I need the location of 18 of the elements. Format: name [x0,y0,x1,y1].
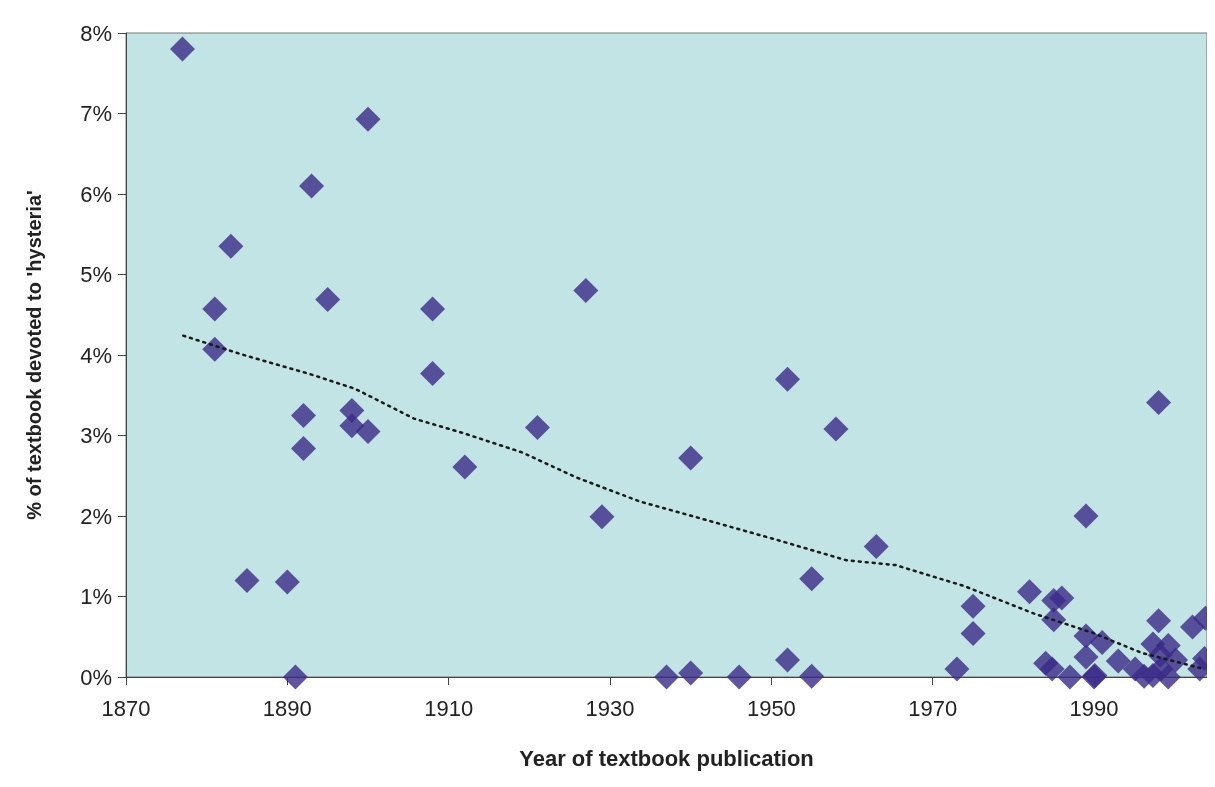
y-tick-label: 4% [80,342,112,368]
y-tick-label: 8% [80,20,112,46]
x-tick-label: 1870 [101,695,151,721]
x-axis-title: Year of textbook publication [519,745,814,771]
x-tick-label: 1890 [262,695,312,721]
y-tick-label: 3% [80,423,112,448]
x-tick-label: 1950 [746,695,796,721]
y-tick-label: 0% [80,664,112,690]
y-axis-title: % of textbook devoted to 'hysteria' [23,190,45,520]
x-tick-label: 1990 [1069,695,1119,721]
y-tick-label: 5% [80,262,112,287]
y-tick-label: 7% [80,101,112,126]
x-tick-label: 1970 [908,695,958,721]
x-tick-label: 1930 [585,695,635,721]
y-tick-label: 2% [80,503,112,529]
x-tick-label: 1910 [424,695,474,721]
y-tick-label: 6% [80,181,112,207]
y-tick-label: 1% [80,584,112,609]
